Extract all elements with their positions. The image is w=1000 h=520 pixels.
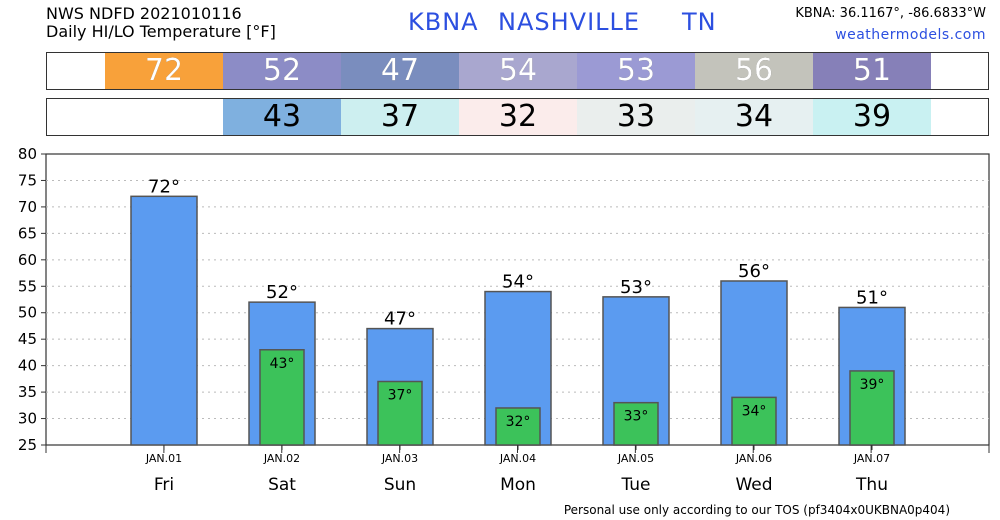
y-tick-label: 45 [18,330,37,348]
day-label: Tue [620,475,650,495]
x-tick-label: JAN.06 [735,452,772,465]
y-tick-label: 80 [18,145,37,163]
hi-bar-label: 53° [620,277,652,298]
day-label: Mon [500,475,536,495]
hi-cell: 56 [695,53,813,89]
y-tick-label: 50 [18,304,37,322]
y-tick-label: 30 [18,410,37,428]
state-code: TN [682,8,717,36]
lo-bar-label: 32° [506,414,531,430]
site-link[interactable]: weathermodels.com [835,27,986,43]
hi-cell: 51 [813,53,931,89]
day-label: Thu [855,475,888,495]
hi-cell: 54 [459,53,577,89]
lo-bar-label: 37° [388,388,413,404]
day-label: Fri [154,475,174,495]
hi-cell: 52 [223,53,341,89]
x-tick-label: JAN.02 [263,452,300,465]
lo-bar [259,349,305,446]
lo-temp-strip: 43 37 32 33 34 39 [46,98,989,136]
lo-cell [105,99,223,135]
temperature-chart: 25 30 35 40 45 50 55 60 65 70 75 80 72° JAN.01 Fri 52° 4… [18,145,990,495]
y-tick-label: 55 [18,277,37,295]
lo-bar [849,370,895,446]
x-tick-label: JAN.03 [381,452,418,465]
lo-bar [731,396,777,446]
day-label: Sun [384,475,416,495]
lo-bar-label: 33° [624,409,649,425]
y-tick-label: 65 [18,224,37,242]
day-label: Wed [735,475,772,495]
product-line: NWS NDFD 2021010116 [46,4,242,23]
lo-bar-label: 39° [860,377,885,393]
product-subtitle: Daily HI/LO Temperature [°F] [46,22,276,41]
y-tick-label: 40 [18,357,37,375]
y-tick-label: 25 [18,436,37,454]
hi-cell: 47 [341,53,459,89]
lo-cell: 34 [695,99,813,135]
hi-bar-label: 51° [856,287,888,308]
y-tick-label: 35 [18,383,37,401]
station-code: KBNA [408,8,479,36]
hi-bar [130,195,198,446]
hi-bar-label: 56° [738,261,770,282]
x-tick-label: JAN.07 [853,452,890,465]
lo-cell: 37 [341,99,459,135]
lo-cell: 43 [223,99,341,135]
x-tick-label: JAN.04 [499,452,536,465]
lo-cell: 39 [813,99,931,135]
hi-bar-label: 47° [384,309,416,330]
y-tick-label: 60 [18,251,37,269]
hi-bar-label: 72° [148,176,180,197]
coordinates-text: KBNA: 36.1167°, -86.6833°W [795,6,986,21]
coordinates: KBNA: 36.1167°, -86.6833°W weathermodels… [795,6,986,43]
y-tick-label: 75 [18,171,37,189]
x-tick-label: JAN.01 [145,452,182,465]
hi-bar-label: 52° [266,282,298,303]
hi-temp-strip: 72 52 47 54 53 56 51 [46,52,989,90]
hi-bar-label: 54° [502,272,534,293]
lo-bar [495,407,541,446]
lo-cell: 32 [459,99,577,135]
hi-cell: 72 [105,53,223,89]
hi-cell: 53 [577,53,695,89]
footer-notice: Personal use only according to our TOS (… [563,503,950,517]
city-name: NASHVILLE [498,8,641,36]
x-tick-label: JAN.05 [617,452,654,465]
lo-bar-label: 34° [742,403,767,419]
lo-cell: 33 [577,99,695,135]
lo-bar-label: 43° [270,356,295,372]
y-tick-label: 70 [18,198,37,216]
day-label: Sat [268,475,296,495]
